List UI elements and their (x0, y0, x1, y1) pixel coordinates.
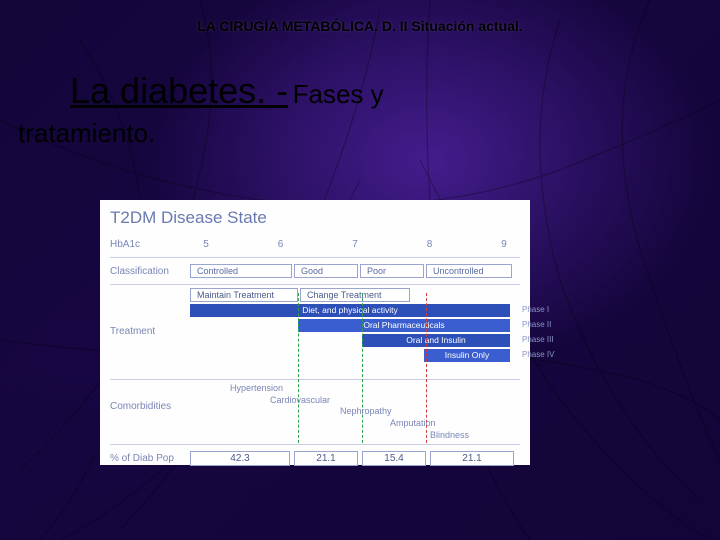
phase-label: Phase I (522, 305, 549, 314)
treatment-mode-box: Maintain Treatment (190, 288, 298, 302)
pct-box: 15.4 (362, 451, 426, 466)
title-main: La diabetes. - (70, 70, 288, 111)
treatment-bar: Diet, and physical activity (190, 304, 510, 317)
hba1c-tick: 5 (196, 239, 216, 250)
chart-title: T2DM Disease State (110, 208, 520, 228)
phase-label: Phase IV (522, 350, 554, 359)
treatment-bars: Phase IPhase IIPhase IIIPhase IV Diet, a… (190, 304, 520, 374)
hba1c-tick: 8 (420, 239, 440, 250)
hba1c-label: HbA1c (110, 239, 190, 250)
comorbidity-item: Amputation (190, 418, 520, 430)
disease-state-chart: T2DM Disease State HbA1c 5 6 7 8 9 Classific… (100, 200, 530, 465)
pct-row: % of Diab Pop 42.3 21.1 15.4 21.1 (110, 448, 520, 468)
hba1c-row: HbA1c 5 6 7 8 9 (110, 234, 520, 254)
treatment-bar: Oral Pharmaceuticals (298, 319, 510, 332)
treatment-bar: Insulin Only (424, 349, 510, 362)
hba1c-tick: 6 (271, 239, 291, 250)
pct-label: % of Diab Pop (110, 453, 190, 464)
classification-box: Uncontrolled (426, 264, 512, 278)
phase-label: Phase III (522, 335, 554, 344)
hba1c-tick: 7 (345, 239, 365, 250)
slide-header: LA CIRUGÍA METABÓLICA. D. II Situación a… (0, 18, 720, 34)
treatment-mode-box: Change Treatment (300, 288, 410, 302)
pct-boxes: 42.3 21.1 15.4 21.1 (190, 451, 520, 466)
phase-label: Phase II (522, 320, 551, 329)
comorbidity-item: Nephropathy (190, 406, 520, 418)
classification-box: Controlled (190, 264, 292, 278)
title-sub: Fases y (293, 79, 384, 109)
pct-box: 42.3 (190, 451, 290, 466)
comorbidities-row: Comorbidities HypertensionCardiovascular… (110, 383, 520, 441)
treatment-bar: Oral and Insulin (362, 334, 510, 347)
classification-row: Classification ControlledGoodPoorUncontr… (110, 261, 520, 281)
hba1c-scale: 5 6 7 8 9 (190, 239, 520, 250)
classification-box: Good (294, 264, 358, 278)
comorbidity-item: Blindness (190, 430, 520, 442)
comorbidity-item: Cardiovascular (190, 395, 520, 407)
treatment-label: Treatment (110, 304, 190, 337)
treatment-row: Treatment Phase IPhase IIPhase IIIPhase … (110, 304, 520, 376)
classification-label: Classification (110, 266, 190, 277)
comorbidities-list: HypertensionCardiovascularNephropathyAmp… (190, 383, 520, 441)
treatment-top-labels: Maintain TreatmentChange Treatment (190, 288, 520, 302)
comorbidities-label: Comorbidities (110, 383, 190, 412)
treatment-top-row: Maintain TreatmentChange Treatment (110, 288, 520, 304)
classification-box: Poor (360, 264, 424, 278)
pct-box: 21.1 (294, 451, 358, 466)
pct-box: 21.1 (430, 451, 514, 466)
title-line2: tratamiento. (18, 118, 702, 149)
hba1c-tick: 9 (494, 239, 514, 250)
classification-boxes: ControlledGoodPoorUncontrolled (190, 264, 520, 278)
slide-title: La diabetes. - Fases y tratamiento. (18, 70, 702, 149)
comorbidity-item: Hypertension (190, 383, 520, 395)
